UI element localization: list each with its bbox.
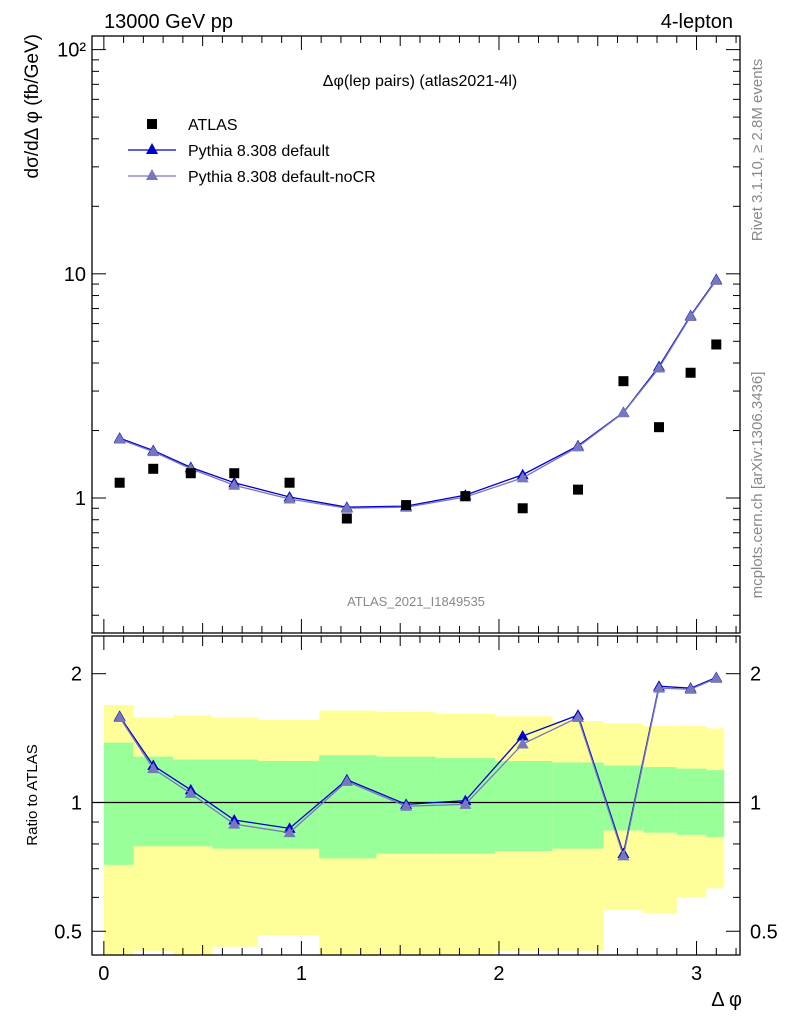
band-inner-bin — [495, 761, 553, 852]
ratio-axes-frame — [91, 635, 741, 956]
main-y-tick-label: 10² — [57, 40, 86, 62]
ratio-pythia-nocr-point — [228, 818, 241, 829]
ratio-pythia-default-point — [516, 730, 529, 741]
ratio-y-tick-label-left: 2 — [71, 664, 82, 686]
ratio-y-axis-label: Ratio to ATLAS — [24, 744, 41, 845]
pythia-nocr-point — [572, 440, 584, 452]
main-title: Δφ(lep pairs) (atlas2021-4l) — [323, 73, 517, 90]
x-tick-label: 1 — [296, 963, 307, 985]
band-inner-bin — [552, 762, 604, 849]
pythia-nocr-point — [340, 502, 353, 513]
x-axis-label: Δ φ — [711, 989, 742, 1011]
pythia-default-line — [119, 278, 717, 508]
ratio-y-tick-label-left: 1 — [71, 792, 82, 814]
x-tick-label: 3 — [691, 963, 702, 985]
process-label: 4-lepton — [661, 11, 733, 33]
ratio-pythia-nocr-point — [147, 762, 160, 774]
main-y-axis-label: dσ/dΔ φ (fb/GeV) — [22, 34, 43, 178]
x-tick-label: 2 — [493, 963, 504, 985]
ratio-pythia-nocr-point — [283, 826, 296, 838]
pythia-nocr-point — [653, 362, 665, 373]
legend-entry-pythia-nocr: Pythia 8.308 default-noCR — [128, 169, 376, 186]
pythia-nocr-point — [516, 471, 529, 483]
band-inner-bin — [212, 759, 258, 849]
band-inner-bin — [103, 742, 134, 865]
ratio-pythia-nocr-point — [653, 682, 665, 693]
ratio-panel: Ratio to ATLAS Δ φ 0 1 2 3 0.5 0.5 1 1 2 2 — [24, 635, 778, 1011]
pythia-nocr-point — [113, 433, 126, 444]
atlas-data-point — [711, 339, 722, 350]
main-panel: Δφ(lep pairs) (atlas2021-4l) ATLAS_2021_… — [22, 34, 741, 634]
band-inner-bin — [676, 768, 707, 835]
atlas-data-point — [517, 503, 528, 514]
atlas-data-point — [573, 484, 583, 495]
ratio-pythia-nocr-point — [710, 672, 723, 683]
legend-marker-atlas — [147, 119, 157, 129]
legend-marker-pythia-nocr — [146, 169, 158, 180]
pythia-nocr-point — [684, 310, 697, 322]
band-inner-bin — [643, 767, 677, 833]
pythia-nocr-point — [617, 406, 630, 418]
atlas-data-point — [618, 376, 629, 387]
ratio-y-tick-label-right: 1 — [750, 792, 761, 814]
legend-label-atlas: ATLAS — [188, 117, 238, 134]
legend-marker-pythia-default — [146, 143, 158, 154]
ratio-pythia-nocr-point — [617, 849, 630, 861]
ratio-y-tick-label-left: 0.5 — [54, 921, 82, 943]
atlas-data-point — [148, 463, 159, 474]
ratio-pythia-nocr-point — [184, 787, 197, 798]
legend: ATLAS Pythia 8.308 default Pythia 8.308 … — [128, 117, 376, 186]
main-y-tick-label: 10 — [64, 264, 86, 286]
main-y-tick-label: 1 — [75, 488, 86, 510]
band-inner-bin — [319, 755, 377, 859]
ratio-y-tick-label-right: 0.5 — [750, 921, 778, 943]
pythia-nocr-point — [710, 274, 723, 285]
atlas-data-point — [341, 513, 352, 524]
ratio-pythia-nocr-point — [572, 711, 584, 722]
rivet-label: Rivet 3.1.10, ≥ 2.8M events — [749, 59, 766, 242]
pythia-nocr-point — [147, 445, 160, 457]
watermark: ATLAS_2021_I1849535 — [347, 594, 485, 609]
band-inner-bin — [603, 765, 644, 831]
legend-entry-pythia-default: Pythia 8.308 default — [128, 143, 330, 160]
pythia-nocr-point — [228, 479, 241, 490]
ratio-pythia-nocr-point — [459, 798, 472, 809]
atlas-data-point — [460, 491, 471, 502]
ratio-pythia-nocr-point — [684, 683, 697, 694]
atlas-data-point — [114, 477, 125, 488]
ratio-y-tick-label-right: 2 — [750, 664, 761, 686]
ratio-pythia-nocr-line — [119, 677, 717, 859]
ratio-pythia-nocr-point — [113, 711, 126, 722]
x-tick-label: 0 — [98, 963, 109, 985]
mcplots-label: mcplots.cern.ch [arXiv:1306.3436] — [749, 372, 766, 599]
ratio-pythia-nocr-point — [400, 800, 413, 811]
atlas-data-point — [685, 367, 696, 378]
ratio-pythia-nocr-point — [516, 737, 529, 749]
beam-label: 13000 GeV pp — [104, 11, 233, 33]
atlas-data-point — [284, 477, 295, 488]
ratio-pythia-nocr-point — [340, 775, 353, 786]
legend-label-pythia-nocr: Pythia 8.308 default-noCR — [188, 169, 376, 186]
atlas-data-point — [229, 468, 240, 479]
atlas-data-point — [654, 422, 664, 433]
legend-entry-atlas: ATLAS — [147, 117, 238, 134]
main-axes-frame — [91, 35, 741, 634]
band-inner-bin — [706, 770, 725, 838]
atlas-data-point — [185, 468, 196, 479]
pythia-nocr-line — [119, 279, 717, 509]
atlas-data-point — [401, 500, 412, 511]
legend-label-pythia-default: Pythia 8.308 default — [188, 143, 330, 160]
pythia-nocr-point — [283, 492, 296, 504]
